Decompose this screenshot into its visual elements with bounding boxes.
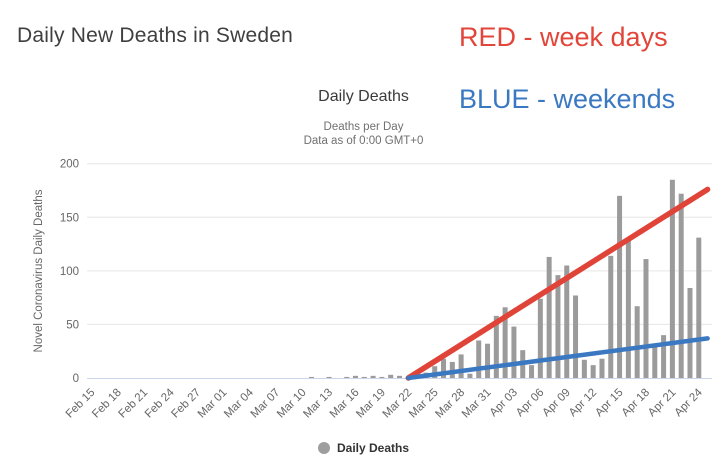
x-tick-label: Apr 06 [514, 387, 546, 419]
y-tick-label: 50 [66, 319, 79, 331]
daily-deaths-bar [476, 340, 482, 378]
daily-deaths-bar [485, 343, 491, 378]
daily-deaths-bar [308, 376, 314, 378]
daily-deaths-bar [643, 259, 649, 378]
y-tick-label: 200 [60, 159, 79, 171]
weekend-annotation: BLUE - weekends [459, 84, 676, 114]
legend-item-daily-deaths[interactable]: Daily Deaths [0, 441, 727, 455]
daily-deaths-bar [493, 315, 499, 378]
weekend-trend-line [406, 336, 710, 381]
daily-deaths-bar [581, 359, 587, 378]
daily-deaths-bar [361, 376, 367, 378]
daily-deaths-bar [458, 354, 464, 378]
daily-deaths-bar [529, 365, 535, 378]
daily-deaths-bar [352, 375, 358, 378]
weekday-trend-line [405, 186, 711, 381]
daily-deaths-bar [502, 307, 508, 378]
daily-deaths-bar [432, 366, 438, 378]
y-tick-label: 150 [60, 212, 79, 224]
daily-deaths-bar [625, 238, 631, 378]
daily-deaths-bar [344, 376, 350, 378]
y-tick-label: 100 [60, 266, 79, 278]
x-tick-label: Apr 21 [646, 387, 678, 419]
y-axis-title: Novel Coronavirus Daily Deaths [33, 189, 45, 352]
page-title: Daily New Deaths in Sweden [17, 24, 293, 47]
daily-deaths-bar [590, 365, 596, 378]
daily-deaths-bar [564, 265, 570, 378]
daily-deaths-bar [388, 374, 394, 378]
chart-title: Daily Deaths [318, 88, 409, 105]
x-tick-label: Apr 09 [540, 387, 572, 419]
legend-marker-icon [317, 442, 330, 454]
daily-deaths-bar [397, 375, 402, 378]
x-tick-label: Apr 12 [567, 387, 599, 419]
x-tick-label: Apr 15 [593, 387, 625, 419]
daily-deaths-bar [617, 195, 623, 378]
y-tick-label: 0 [73, 373, 79, 385]
daily-deaths-bar [441, 358, 447, 378]
daily-deaths-bar [467, 373, 473, 378]
chart-subtitle-data-as-of: Data as of 0:00 GMT+0 [303, 135, 424, 147]
x-tick-label: Mar 31 [460, 387, 494, 421]
daily-deaths-bar [537, 298, 543, 378]
x-tick-label: Apr 03 [488, 387, 520, 419]
daily-deaths-bar [599, 358, 605, 378]
daily-deaths-bar [370, 375, 376, 378]
daily-deaths-bar [652, 346, 658, 378]
daily-deaths-bar [573, 295, 579, 378]
daily-deaths-bar [379, 376, 385, 378]
daily-deaths-bar [696, 237, 702, 378]
daily-deaths-bar [669, 179, 675, 378]
daily-deaths-bar [661, 335, 667, 378]
chart-subtitle-deaths-per-day: Deaths per Day [323, 121, 404, 133]
daily-deaths-bar [678, 193, 684, 378]
x-tick-label: Apr 24 [672, 386, 705, 419]
daily-deaths-bar [511, 326, 517, 378]
daily-deaths-bar [555, 275, 561, 378]
daily-deaths-bar [634, 306, 640, 378]
daily-deaths-bar [608, 255, 614, 378]
daily-deaths-bar [546, 256, 552, 378]
legend-label: Daily Deaths [336, 441, 410, 455]
x-tick-label: Apr 18 [620, 387, 652, 419]
daily-deaths-bar [687, 287, 693, 378]
weekday-annotation: RED - week days [459, 22, 668, 52]
daily-deaths-bar [326, 376, 332, 378]
